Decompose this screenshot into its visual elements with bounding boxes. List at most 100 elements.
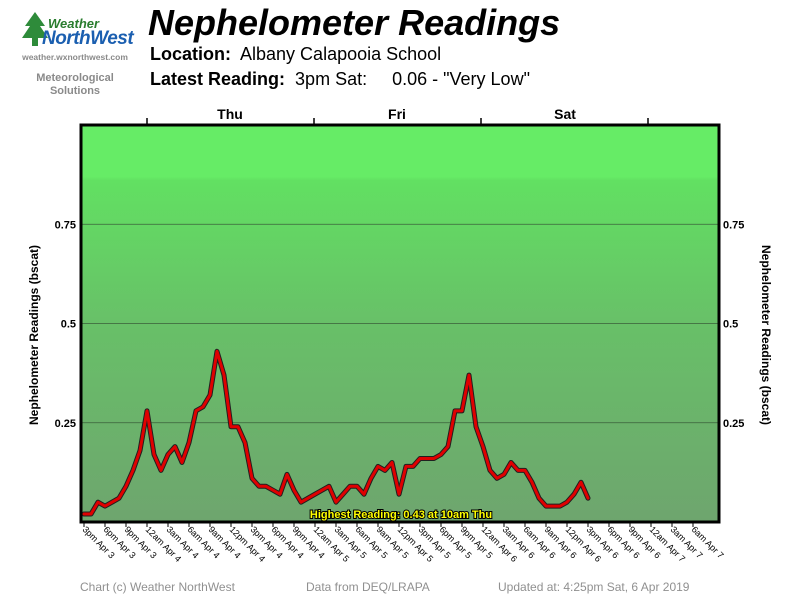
data-point (342, 493, 344, 496)
day-label-thu: Thu (217, 106, 243, 122)
plot-border (79, 123, 721, 524)
data-point (265, 485, 267, 488)
latest-reading-value: 0.06 - "Very Low" (392, 69, 530, 89)
day-label-sat: Sat (554, 106, 576, 122)
data-point (510, 461, 512, 464)
latest-reading-time: 3pm Sat: (295, 69, 368, 89)
data-point (545, 505, 547, 507)
data-point (538, 497, 540, 499)
data-point (440, 453, 442, 456)
tree-icon (22, 12, 48, 46)
y-tick-label-right: 0.75 (723, 219, 744, 231)
data-point (405, 465, 407, 468)
data-point (566, 501, 568, 503)
logo-word-northwest: NorthWest (42, 28, 134, 49)
data-point (202, 406, 204, 408)
logo-tagline-line2: Solutions (49, 85, 101, 97)
data-point (454, 410, 456, 412)
data-point (146, 410, 148, 412)
data-point (370, 477, 372, 480)
data-point (419, 457, 421, 460)
data-point (83, 513, 85, 515)
data-point (111, 501, 113, 503)
data-point (580, 481, 582, 484)
y-axis-title-left: Nephelometer Readings (bscat) (27, 245, 41, 425)
y-axis-title-right: Nephelometer Readings (bscat) (759, 245, 773, 425)
weather-northwest-logo: Weather NorthWest weather.wxnorthwest.co… (8, 6, 138, 97)
location-label: Location: (150, 44, 231, 64)
day-label-fri: Fri (388, 106, 406, 122)
data-point (258, 485, 260, 488)
data-point (559, 505, 561, 507)
latest-reading-label: Latest Reading: (150, 69, 286, 89)
logo-url: weather.wxnorthwest.com (22, 52, 128, 62)
data-point (503, 473, 505, 476)
data-point (160, 469, 162, 472)
page-title: Nephelometer Readings (148, 2, 561, 43)
data-point (335, 501, 337, 503)
data-point (517, 469, 519, 472)
y-tick-label-left: 0.75 (55, 219, 76, 231)
data-point (314, 493, 316, 496)
data-point (216, 350, 218, 353)
data-point (174, 445, 176, 448)
data-point (573, 493, 575, 496)
data-point (153, 453, 155, 456)
data-point (286, 473, 288, 476)
data-point (377, 465, 379, 468)
data-point (90, 513, 92, 515)
data-point (552, 505, 554, 507)
highest-reading-annotation: Highest Reading: 0.43 at 10am Thu (310, 509, 492, 521)
data-point (139, 449, 141, 452)
data-point (426, 457, 428, 460)
data-point (244, 441, 246, 444)
data-point (272, 489, 274, 492)
data-point (587, 497, 589, 499)
data-point (412, 465, 414, 468)
data-point (398, 493, 400, 496)
data-point (118, 497, 120, 499)
data-point (125, 485, 127, 488)
data-point (468, 374, 470, 376)
y-tick-label-right: 0.5 (723, 319, 738, 331)
data-point (307, 497, 309, 499)
data-point (489, 469, 491, 472)
data-point (167, 453, 169, 456)
data-point (230, 425, 232, 428)
data-point (104, 505, 106, 507)
data-point (97, 501, 99, 503)
data-point (188, 441, 190, 444)
location-value: Albany Calapooia School (240, 44, 442, 64)
data-point (363, 493, 365, 496)
y-tick-label-right: 0.25 (723, 418, 744, 430)
logo-word-weather: Weather (48, 16, 100, 31)
data-point (209, 394, 211, 396)
data-point (181, 461, 183, 464)
data-point (321, 489, 323, 492)
data-point (195, 410, 197, 412)
data-point (461, 410, 463, 412)
y-tick-label-left: 0.25 (55, 418, 76, 430)
footer-updated: Updated at: 4:25pm Sat, 6 Apr 2019 (498, 580, 690, 594)
latest-reading-row: Latest Reading: 3pm Sat: 0.06 - "Very Lo… (150, 69, 530, 90)
data-point (531, 481, 533, 484)
y-tick-label-left: 0.5 (61, 319, 76, 331)
data-point (496, 477, 498, 480)
data-point (293, 489, 295, 492)
data-point (251, 477, 253, 480)
logo-tagline: Meteorological Solutions (8, 72, 142, 98)
data-point (237, 425, 239, 428)
location-row: Location: Albany Calapooia School (150, 44, 441, 65)
data-point (433, 457, 435, 460)
data-point (482, 445, 484, 448)
footer-copyright: Chart (c) Weather NorthWest (80, 580, 235, 594)
data-point (391, 461, 393, 464)
data-point (300, 501, 302, 503)
data-point (384, 469, 386, 472)
logo-tagline-line1: Meteorological (36, 72, 114, 84)
footer-data-source: Data from DEQ/LRAPA (306, 580, 430, 594)
data-point (132, 469, 134, 472)
data-point (279, 493, 281, 496)
data-point (328, 485, 330, 488)
